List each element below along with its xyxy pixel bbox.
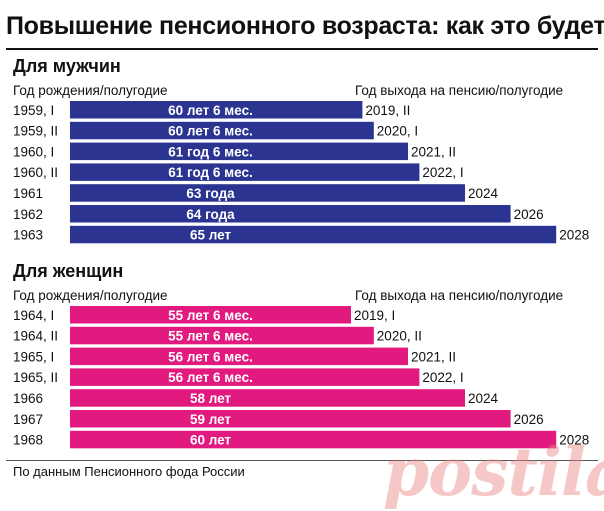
women-bar — [70, 389, 465, 407]
women-birth-column-label: Год рождения/полугодие — [13, 288, 168, 303]
women-bar — [70, 368, 420, 386]
men-bar-label: 60 лет 6 мес. — [168, 124, 253, 139]
men-retirement-label: 2022, I — [422, 165, 463, 180]
women-section-title: Для женщин — [13, 261, 124, 281]
women-bar — [70, 410, 511, 428]
men-bar — [70, 163, 420, 181]
men-bar — [70, 184, 465, 202]
chart-title: Повышение пенсионного возраста: как это … — [6, 12, 604, 40]
women-retirement-label: 2028 — [559, 433, 589, 448]
women-bar-label: 56 лет 6 мес. — [168, 370, 253, 385]
men-birth-label: 1959, I — [13, 103, 54, 118]
men-retirement-label: 2019, II — [365, 103, 410, 118]
women-birth-label: 1967 — [13, 412, 43, 427]
men-retirement-label: 2020, I — [377, 124, 418, 139]
women-bar — [70, 347, 408, 366]
men-birth-label: 1961 — [13, 186, 43, 201]
women-retirement-label: 2019, I — [354, 308, 395, 323]
men-bar-label: 61 год 6 мес. — [168, 144, 252, 159]
men-bar — [70, 142, 408, 161]
men-bar-label: 63 года — [186, 186, 235, 201]
men-bar-label: 61 год 6 мес. — [168, 165, 252, 180]
women-birth-label: 1964, II — [13, 329, 58, 344]
women-bar-label: 55 лет 6 мес. — [168, 329, 253, 344]
men-birth-label: 1963 — [13, 228, 43, 243]
women-retirement-label: 2022, I — [422, 370, 463, 385]
men-retirement-label: 2021, II — [411, 144, 456, 159]
watermark-logo: postila.ru — [383, 433, 604, 511]
men-bar — [70, 205, 511, 223]
source-note: По данным Пенсионного фода России — [13, 464, 245, 479]
women-retirement-label: 2021, II — [411, 349, 456, 364]
men-birth-column-label: Год рождения/полугодие — [13, 83, 168, 98]
men-retirement-label: 2028 — [559, 228, 589, 243]
title-rule — [6, 48, 598, 50]
men-section-title: Для мужчин — [13, 56, 121, 76]
women-birth-label: 1964, I — [13, 308, 54, 323]
men-birth-label: 1962 — [13, 207, 43, 222]
footer-rule — [6, 460, 598, 461]
men-bar-label: 64 года — [186, 207, 235, 222]
women-bar-label: 55 лет 6 мес. — [168, 308, 253, 323]
women-retirement-column-label: Год выхода на пенсию/полугодие — [355, 288, 564, 303]
women-birth-label: 1966 — [13, 391, 43, 406]
men-retirement-label: 2026 — [514, 207, 544, 222]
men-birth-label: 1960, II — [13, 165, 58, 180]
men-bar-label: 60 лет 6 мес. — [168, 103, 253, 118]
men-retirement-column-label: Год выхода на пенсию/полугодие — [355, 83, 564, 98]
men-birth-label: 1960, I — [13, 144, 54, 159]
women-birth-label: 1968 — [13, 433, 43, 448]
women-birth-label: 1965, I — [13, 349, 54, 364]
women-retirement-label: 2020, II — [377, 329, 422, 344]
men-bar — [70, 121, 374, 140]
men-bar-label: 65 лет — [190, 228, 231, 243]
women-bar-label: 60 лет — [190, 433, 231, 448]
women-retirement-label: 2026 — [514, 412, 544, 427]
men-bar — [70, 225, 557, 244]
men-retirement-label: 2024 — [468, 186, 499, 201]
men-bar — [70, 101, 363, 119]
women-retirement-label: 2024 — [468, 391, 499, 406]
women-bar — [70, 306, 351, 324]
women-bar-label: 56 лет 6 мес. — [168, 349, 253, 364]
men-birth-label: 1959, II — [13, 124, 58, 139]
women-bar — [70, 430, 557, 449]
women-bar — [70, 326, 374, 345]
women-bar-label: 59 лет — [190, 412, 231, 427]
women-bar-label: 58 лет — [190, 391, 231, 406]
women-birth-label: 1965, II — [13, 370, 58, 385]
